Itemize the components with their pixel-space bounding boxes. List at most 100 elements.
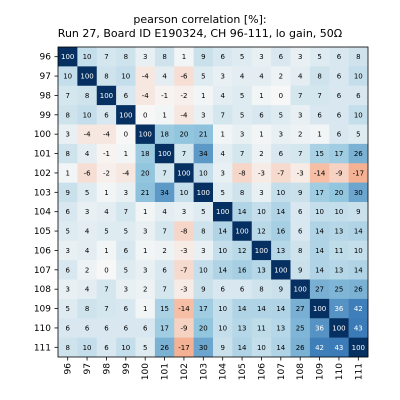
cell-value-label: 9: [201, 286, 205, 294]
cell-value-label: 13: [238, 324, 247, 332]
cell-value-label: 34: [199, 150, 208, 158]
x-tick-label: 106: [257, 363, 267, 380]
cell-value-label: 6: [104, 344, 109, 352]
cell-value-label: 6: [124, 92, 129, 100]
cell-value-label: -7: [180, 266, 187, 274]
cell-value-label: 6: [337, 131, 342, 139]
x-tick-label: 99: [122, 363, 132, 375]
cell-value-label: 10: [354, 111, 363, 119]
cell-value-label: 10: [218, 305, 227, 313]
cell-value-label: 3: [143, 53, 147, 61]
cell-value-label: 1: [104, 247, 108, 255]
y-tick-label: 107: [34, 266, 51, 276]
cell-value-label: 4: [240, 73, 245, 81]
cell-value-label: 5: [317, 53, 321, 61]
cell-value-label: 1: [220, 131, 224, 139]
cell-value-label: 8: [65, 344, 69, 352]
cell-value-label: 14: [315, 266, 324, 274]
cell-value-label: 8: [65, 111, 69, 119]
cell-value-label: 8: [85, 305, 89, 313]
cell-value-label: 5: [201, 73, 205, 81]
y-tick-label: 96: [40, 53, 52, 63]
cell-value-label: 100: [80, 73, 93, 81]
x-tick-label: 109: [316, 363, 326, 380]
cell-value-label: 9: [356, 208, 360, 216]
x-tick-label: 107: [277, 363, 287, 380]
cell-value-label: 3: [182, 208, 186, 216]
cell-value-label: 27: [315, 286, 324, 294]
cell-value-label: 4: [259, 73, 264, 81]
cell-value-label: 6: [279, 150, 284, 158]
y-tick-label: 97: [40, 72, 51, 82]
cell-value-label: -3: [180, 286, 187, 294]
cell-value-label: 1: [65, 169, 69, 177]
cell-value-label: 16: [276, 228, 285, 236]
cell-value-label: -4: [103, 131, 111, 139]
cell-value-label: 6: [337, 92, 342, 100]
cell-value-label: 8: [85, 92, 89, 100]
x-tick-label: 102: [180, 363, 190, 380]
cell-value-label: 9: [298, 266, 302, 274]
cell-value-label: 3: [143, 266, 147, 274]
cell-value-label: 10: [354, 73, 363, 81]
x-tick-label: 97: [83, 363, 93, 374]
cell-value-label: 10: [199, 169, 208, 177]
cell-value-label: -4: [84, 131, 92, 139]
cell-value-label: -9: [180, 324, 187, 332]
cell-value-label: 1: [104, 189, 108, 197]
cell-value-label: -14: [178, 305, 190, 313]
cell-value-label: 100: [177, 169, 190, 177]
cell-value-label: 10: [276, 189, 285, 197]
cell-value-label: 5: [124, 228, 128, 236]
cell-value-label: 3: [201, 111, 205, 119]
cell-value-label: 6: [143, 324, 148, 332]
cell-value-label: 8: [65, 150, 69, 158]
cell-value-label: 5: [220, 189, 224, 197]
x-tick-label: 101: [161, 363, 171, 380]
cell-value-label: 5: [85, 189, 89, 197]
cell-value-label: 10: [121, 73, 130, 81]
cell-value-label: 14: [238, 305, 247, 313]
cell-value-label: 17: [160, 324, 169, 332]
cell-value-label: -1: [161, 92, 168, 100]
x-tick-label: 105: [238, 363, 248, 380]
cell-value-label: 8: [240, 189, 244, 197]
cell-value-label: 7: [298, 150, 302, 158]
heatmap-cells: 100 10 7 8 3 8 1 9 6 5 3 6 3 5 6 810 100 8 10 -4 4 -6 5 3 4 4 2 4 8 6…: [58, 47, 368, 357]
cell-value-label: 100: [61, 53, 74, 61]
cell-value-label: -8: [239, 169, 246, 177]
cell-value-label: 2: [298, 131, 302, 139]
cell-value-label: 4: [298, 73, 303, 81]
x-tick-label: 98: [102, 363, 112, 375]
x-tick-label: 108: [296, 363, 306, 380]
cell-value-label: 8: [201, 228, 205, 236]
cell-value-label: 10: [83, 344, 92, 352]
cell-value-label: 8: [298, 247, 302, 255]
cell-value-label: 6: [240, 286, 245, 294]
cell-value-label: 3: [124, 286, 128, 294]
cell-value-label: 8: [317, 73, 321, 81]
cell-value-label: 7: [65, 92, 69, 100]
cell-value-label: 7: [220, 111, 224, 119]
cell-value-label: -8: [180, 228, 187, 236]
cell-value-label: 17: [199, 305, 208, 313]
cell-value-label: 30: [199, 344, 208, 352]
x-tick-label: 104: [219, 363, 229, 380]
cell-value-label: 5: [201, 208, 205, 216]
cell-value-label: 43: [334, 344, 343, 352]
cell-value-label: 2: [259, 150, 263, 158]
cell-value-label: 4: [162, 73, 167, 81]
cell-value-label: 5: [104, 228, 108, 236]
cell-value-label: -6: [84, 169, 92, 177]
cell-value-label: 3: [279, 131, 283, 139]
cell-value-label: 14: [257, 305, 266, 313]
cell-value-label: 4: [220, 150, 225, 158]
cell-value-label: -2: [180, 92, 187, 100]
cell-value-label: 3: [143, 228, 147, 236]
cell-value-label: 6: [65, 208, 70, 216]
cell-value-label: 15: [315, 150, 324, 158]
cell-value-label: 7: [162, 286, 166, 294]
cell-value-label: -4: [180, 111, 188, 119]
cell-value-label: 9: [279, 286, 283, 294]
cell-value-label: 14: [315, 247, 324, 255]
